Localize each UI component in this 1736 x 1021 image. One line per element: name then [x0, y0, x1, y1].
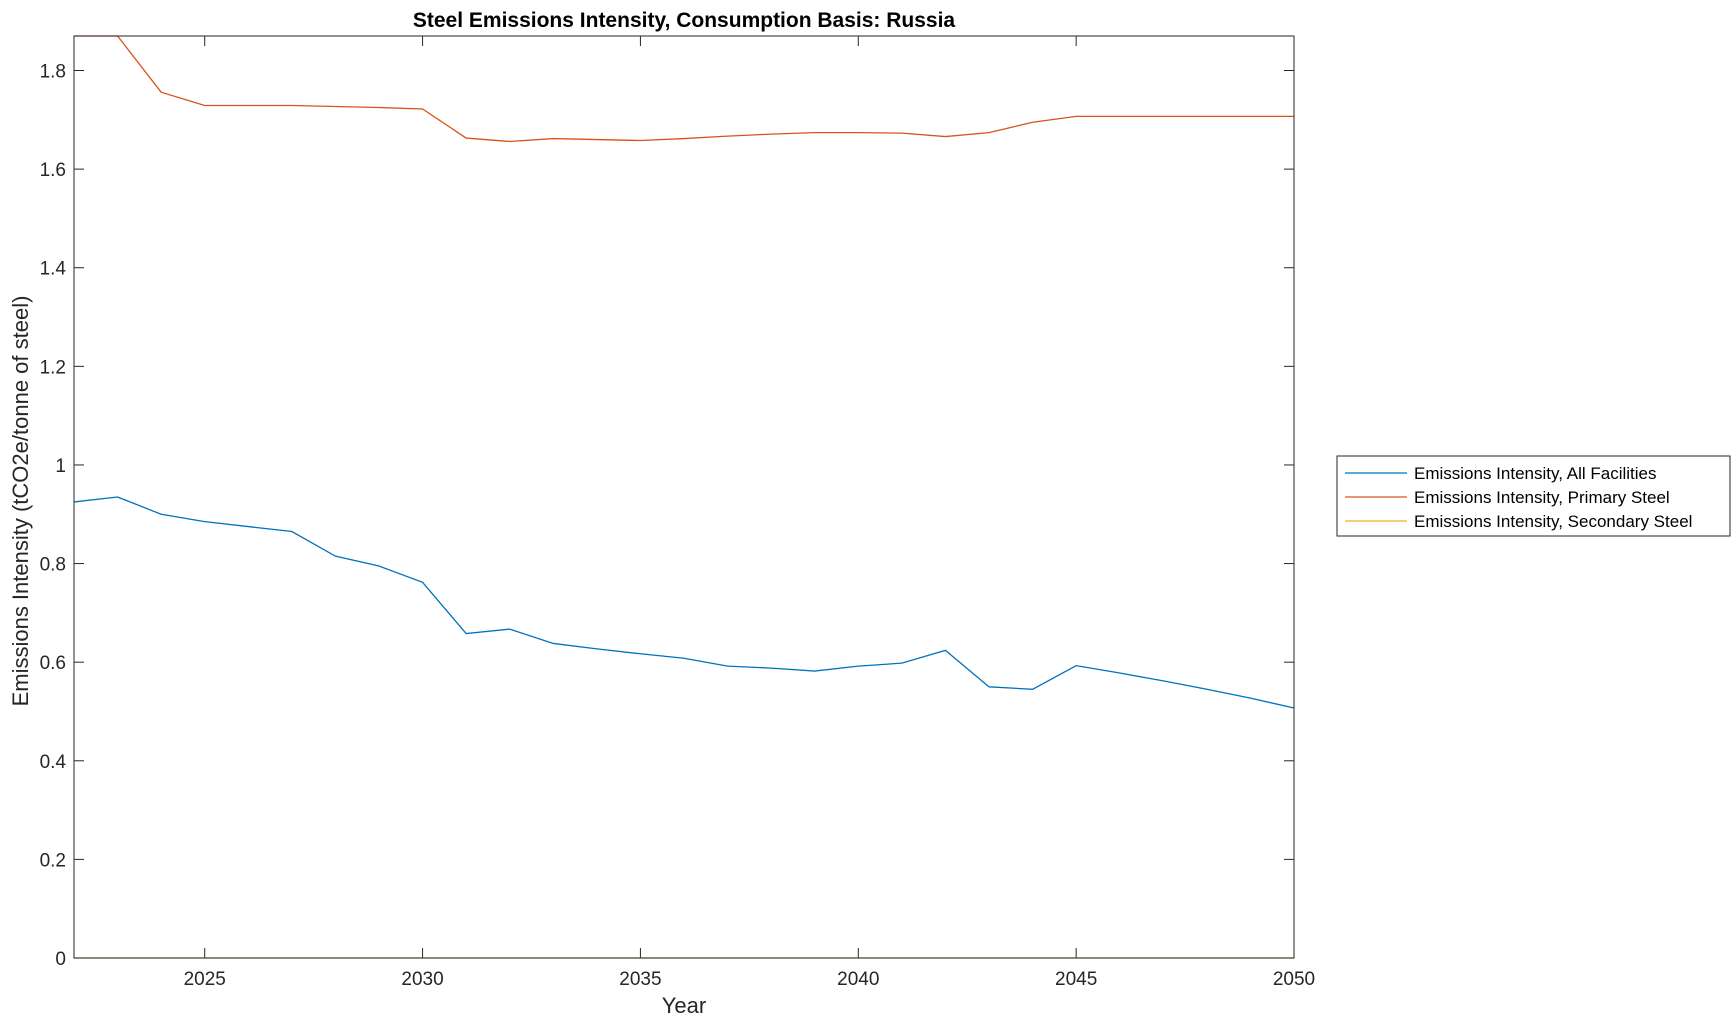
legend-item-3: Emissions Intensity, Secondary Steel [1345, 512, 1692, 531]
legend-item-1: Emissions Intensity, All Facilities [1345, 464, 1656, 483]
y-tick: 1.4 [40, 259, 1294, 280]
legend-label: Emissions Intensity, Secondary Steel [1414, 512, 1692, 531]
y-tick-label: 1.4 [40, 259, 67, 280]
y-tick-label: 0.4 [40, 752, 67, 773]
y-tick-label: 1.2 [40, 357, 66, 378]
y-tick: 0.6 [40, 653, 1294, 674]
chart-title: Steel Emissions Intensity, Consumption B… [413, 9, 956, 32]
x-axis-label: Year [662, 993, 706, 1018]
y-tick-label: 0.6 [40, 653, 66, 674]
plot-series [73, 35, 1295, 959]
y-tick-label: 0.8 [40, 555, 66, 576]
x-tick-label: 2030 [401, 969, 443, 990]
y-tick: 1.8 [40, 62, 1294, 83]
x-tick: 2030 [401, 36, 444, 990]
x-tick-label: 2035 [619, 969, 661, 990]
x-tick: 2045 [1055, 36, 1097, 990]
legend-box [1336, 455, 1731, 537]
plot-area-frame [73, 35, 1295, 959]
x-tick: 2040 [837, 36, 879, 990]
legend: Emissions Intensity, All Facilities Emiss… [1336, 455, 1731, 537]
y-tick-label: 1.6 [40, 160, 66, 181]
y-tick-label: 1 [55, 456, 66, 477]
series-line-1 [73, 496, 1295, 709]
y-axis-label: Emissions Intensity (tCO2e/tonne of stee… [8, 296, 33, 707]
x-tick-label: 2050 [1273, 969, 1315, 990]
legend-label: Emissions Intensity, Primary Steel [1414, 488, 1670, 507]
y-tick-label: 0 [55, 949, 66, 970]
x-tick: 2025 [184, 36, 226, 990]
y-tick: 0.2 [40, 850, 1294, 871]
y-tick-label: 1.8 [40, 62, 66, 83]
x-tick-label: 2040 [837, 969, 879, 990]
x-tick: 2035 [619, 36, 662, 990]
legend-label: Emissions Intensity, All Facilities [1414, 464, 1656, 483]
y-tick: 0 [55, 949, 1294, 970]
axis-ticks: 2025 2030 2035 2040 2045 2050 0 0.2 0.4 0.6 0.8 1 1.… [40, 36, 1315, 990]
y-tick: 1.2 [40, 357, 1294, 378]
x-tick-label: 2025 [184, 969, 226, 990]
y-tick: 1.6 [40, 160, 1294, 181]
y-tick-label: 0.2 [40, 850, 66, 871]
y-tick: 0.4 [40, 752, 1294, 773]
y-tick: 0.8 [40, 555, 1294, 576]
series-line-2 [74, 35, 1294, 143]
legend-item-2: Emissions Intensity, Primary Steel [1345, 488, 1670, 507]
x-tick-label: 2045 [1055, 969, 1097, 990]
y-tick: 1 [55, 456, 1294, 477]
